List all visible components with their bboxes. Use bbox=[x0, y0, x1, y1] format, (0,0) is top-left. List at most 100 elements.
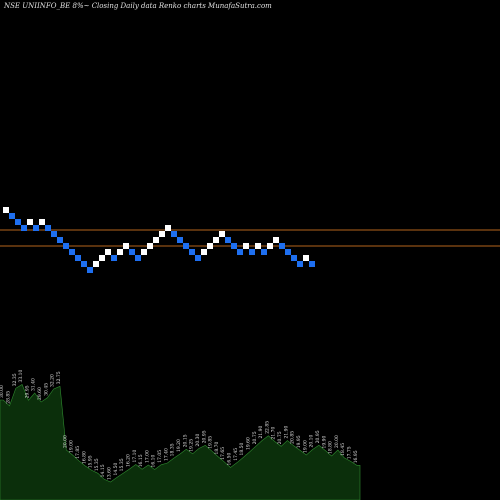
volume-label: 16.20 bbox=[126, 454, 132, 467]
volume-label: 20.10 bbox=[309, 434, 315, 447]
renko-brick bbox=[243, 243, 249, 249]
volume-label: 29.95 bbox=[24, 385, 30, 398]
volume-label: 18.80 bbox=[328, 441, 334, 454]
volume-label: 29.60 bbox=[37, 387, 43, 400]
volume-label: 17.85 bbox=[75, 446, 81, 459]
renko-brick bbox=[159, 231, 165, 237]
renko-brick bbox=[33, 225, 39, 231]
volume-label: 20.15 bbox=[182, 434, 188, 447]
volume-label: 18.35 bbox=[170, 443, 176, 456]
volume-label: 20.75 bbox=[252, 431, 258, 444]
volume-label: 19.25 bbox=[189, 439, 195, 452]
renko-brick bbox=[303, 255, 309, 261]
volume-label: 20.95 bbox=[315, 430, 321, 443]
volume-label: 16.50 bbox=[227, 452, 233, 465]
volume-label: 17.00 bbox=[144, 450, 150, 463]
renko-brick bbox=[207, 243, 213, 249]
volume-label: 15.35 bbox=[94, 458, 100, 471]
renko-brick bbox=[51, 231, 57, 237]
renko-brick bbox=[15, 219, 21, 225]
volume-label: 17.10 bbox=[132, 449, 138, 462]
renko-brick bbox=[9, 213, 15, 219]
renko-brick bbox=[231, 243, 237, 249]
volume-label: 20.00 bbox=[62, 435, 68, 448]
volume-label: 19.95 bbox=[296, 435, 302, 448]
renko-brick bbox=[195, 255, 201, 261]
volume-label: 22.85 bbox=[264, 421, 270, 434]
renko-brick bbox=[93, 261, 99, 267]
renko-brick bbox=[99, 255, 105, 261]
volume-label: 19.90 bbox=[321, 435, 327, 448]
volume-label: 33.10 bbox=[18, 369, 24, 382]
volume-label: 16.15 bbox=[138, 454, 144, 467]
volume-label: 13.60 bbox=[107, 467, 113, 480]
renko-brick bbox=[75, 255, 81, 261]
volume-label: 16.10 bbox=[151, 454, 157, 467]
volume-label: 20.00 bbox=[334, 435, 340, 448]
volume-label: 20.85 bbox=[290, 431, 296, 444]
renko-brick bbox=[279, 243, 285, 249]
volume-label: 19.00 bbox=[302, 440, 308, 453]
renko-brick bbox=[141, 249, 147, 255]
volume-label: 15.95 bbox=[88, 455, 94, 468]
volume-label: 16.80 bbox=[81, 451, 87, 464]
volume-label: 17.05 bbox=[157, 450, 163, 463]
volume-area-path bbox=[0, 384, 361, 500]
volume-label: 19.85 bbox=[208, 436, 214, 449]
volume-area bbox=[0, 384, 361, 500]
renko-brick bbox=[177, 237, 183, 243]
renko-brick bbox=[117, 249, 123, 255]
renko-brick bbox=[45, 225, 51, 231]
volume-label: 18.70 bbox=[214, 441, 220, 454]
level-lines bbox=[0, 229, 500, 247]
volume-label: 32.20 bbox=[50, 374, 56, 387]
volume-label: 21.70 bbox=[271, 426, 277, 439]
renko-brick bbox=[123, 243, 129, 249]
volume-label: 17.40 bbox=[163, 448, 169, 461]
renko-brick bbox=[285, 249, 291, 255]
renko-brick bbox=[111, 255, 117, 261]
volume-label: 17.45 bbox=[233, 448, 239, 461]
volume-label: 17.75 bbox=[347, 446, 353, 459]
renko-brick bbox=[201, 249, 207, 255]
renko-brick bbox=[309, 261, 315, 267]
volume-label: 16.95 bbox=[353, 450, 359, 463]
renko-brick bbox=[261, 249, 267, 255]
renko-brick bbox=[69, 249, 75, 255]
volume-label: 21.90 bbox=[258, 425, 264, 438]
volume-label: 32.35 bbox=[12, 373, 18, 386]
renko-brick bbox=[219, 231, 225, 237]
renko-brick bbox=[39, 219, 45, 225]
renko-brick bbox=[135, 255, 141, 261]
renko-brick bbox=[81, 261, 87, 267]
renko-brick bbox=[147, 243, 153, 249]
renko-brick bbox=[189, 249, 195, 255]
volume-label: 15.35 bbox=[119, 458, 125, 471]
renko-brick bbox=[63, 243, 69, 249]
volume-label: 14.50 bbox=[113, 462, 119, 475]
renko-brick bbox=[57, 237, 63, 243]
renko-brick bbox=[165, 225, 171, 231]
volume-label: 20.30 bbox=[195, 433, 201, 446]
renko-brick bbox=[255, 243, 261, 249]
volume-label: 21.90 bbox=[283, 425, 289, 438]
renko-brick bbox=[237, 249, 243, 255]
renko-brick bbox=[87, 267, 93, 273]
renko-brick bbox=[183, 243, 189, 249]
volume-label: 19.00 bbox=[69, 440, 75, 453]
renko-brick bbox=[21, 225, 27, 231]
volume-label: 19.20 bbox=[176, 439, 182, 452]
volume-label: 17.65 bbox=[220, 447, 226, 460]
volume-label: 19.60 bbox=[246, 437, 252, 450]
renko-brick bbox=[297, 261, 303, 267]
renko-brick bbox=[153, 237, 159, 243]
renko-brick bbox=[267, 243, 273, 249]
renko-brick bbox=[129, 249, 135, 255]
renko-brick bbox=[3, 207, 9, 213]
renko-brick bbox=[273, 237, 279, 243]
renko-bricks bbox=[3, 207, 315, 273]
volume-label: 18.50 bbox=[239, 442, 245, 455]
renko-brick bbox=[291, 255, 297, 261]
